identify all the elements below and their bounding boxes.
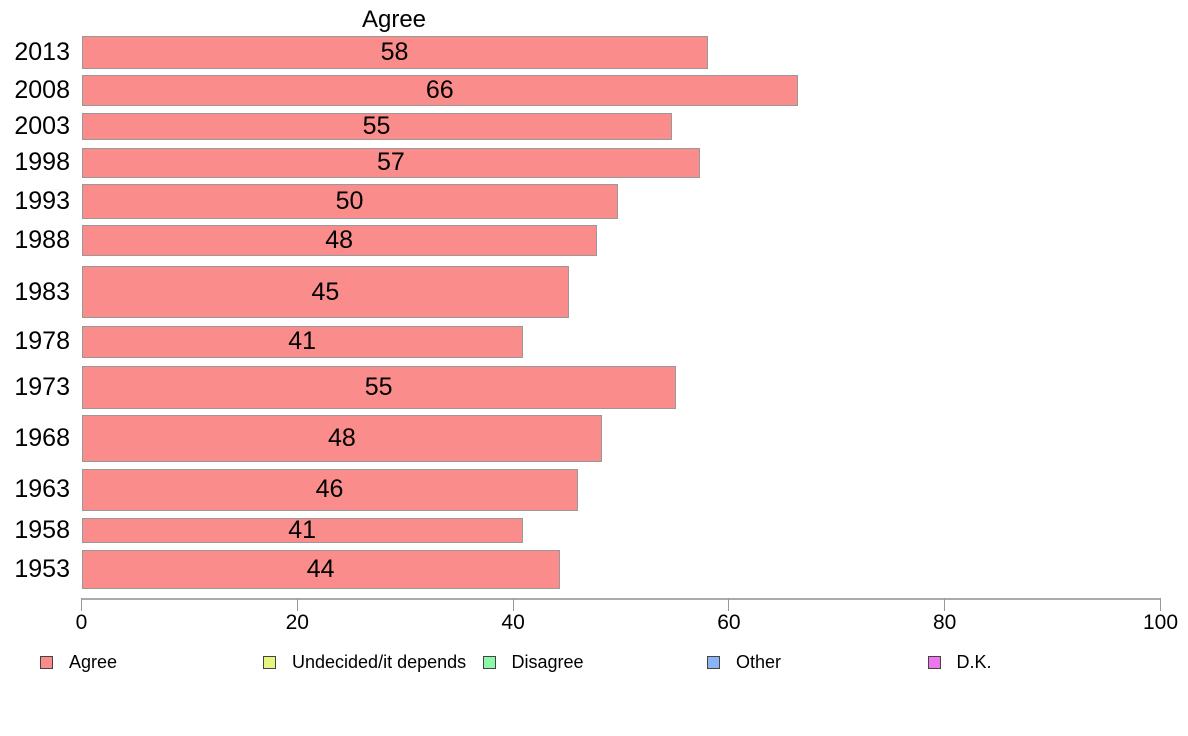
- bar-value-label: 46: [315, 475, 344, 504]
- bar: 50: [81, 184, 618, 219]
- bar-value-label: 41: [288, 516, 317, 544]
- bar-value-label: 55: [364, 372, 393, 401]
- bar: 55: [81, 112, 672, 140]
- x-axis-tick: [1160, 598, 1161, 611]
- x-axis-tick-label: 20: [285, 611, 309, 634]
- bar: 48: [81, 225, 597, 256]
- bar: 48: [81, 415, 603, 462]
- x-axis-line: [81, 598, 1161, 600]
- legend-label: Undecided/it depends: [292, 651, 467, 672]
- category-label: 1998: [14, 148, 70, 177]
- bar-value-label: 48: [325, 225, 354, 254]
- x-axis-tick: [81, 598, 82, 611]
- x-axis-tick: [296, 598, 298, 611]
- category-label: 1973: [14, 372, 70, 401]
- bar: 45: [81, 266, 570, 318]
- category-label: 1953: [14, 555, 70, 583]
- x-axis-tick: [728, 598, 730, 611]
- chart-title: Agree: [361, 6, 427, 33]
- legend-label: Disagree: [511, 651, 584, 672]
- bar: 58: [81, 36, 708, 69]
- category-label: 1978: [14, 327, 70, 356]
- bar: 44: [81, 550, 560, 589]
- bar-value-label: 41: [288, 327, 316, 356]
- legend-marker: [263, 655, 276, 669]
- bar-value-label: 44: [306, 555, 335, 583]
- x-axis-tick-label: 0: [75, 611, 88, 634]
- category-label: 2013: [14, 37, 70, 66]
- category-label: 2003: [14, 112, 70, 140]
- legend-label: Other: [736, 651, 782, 672]
- bar-value-label: 50: [335, 186, 364, 215]
- x-axis-tick-label: 80: [933, 611, 957, 634]
- bar-value-label: 45: [311, 277, 340, 306]
- bar: 46: [81, 468, 578, 511]
- category-label: 1968: [14, 423, 70, 452]
- category-label: 1958: [14, 516, 70, 544]
- legend-label: Agree: [69, 651, 118, 672]
- bar-value-label: 66: [425, 76, 454, 104]
- bar: 66: [81, 75, 798, 106]
- category-label: 1983: [14, 277, 70, 306]
- legend-marker: [40, 655, 53, 669]
- legend-marker: [927, 655, 941, 669]
- category-label: 1988: [14, 225, 70, 254]
- x-axis-tick: [512, 598, 514, 611]
- bar-value-label: 55: [362, 112, 391, 140]
- x-axis-tick: [944, 598, 946, 611]
- bar: 55: [81, 366, 676, 409]
- category-label: 1993: [14, 186, 70, 215]
- x-axis-tick-label: 60: [717, 611, 741, 634]
- legend-marker: [707, 655, 720, 669]
- legend-label: D.K.: [956, 651, 992, 672]
- category-label: 1963: [14, 475, 70, 504]
- bar: 57: [81, 147, 701, 178]
- bar-value-label: 48: [327, 423, 356, 452]
- bar-value-label: 57: [376, 148, 405, 177]
- x-axis-tick-label: 40: [501, 611, 525, 634]
- legend-marker: [482, 655, 496, 669]
- category-label: 2008: [14, 76, 70, 104]
- bar-value-label: 58: [380, 37, 409, 66]
- bar: 41: [81, 325, 523, 358]
- x-axis-tick-label: 100: [1142, 611, 1179, 634]
- bar: 41: [81, 516, 523, 544]
